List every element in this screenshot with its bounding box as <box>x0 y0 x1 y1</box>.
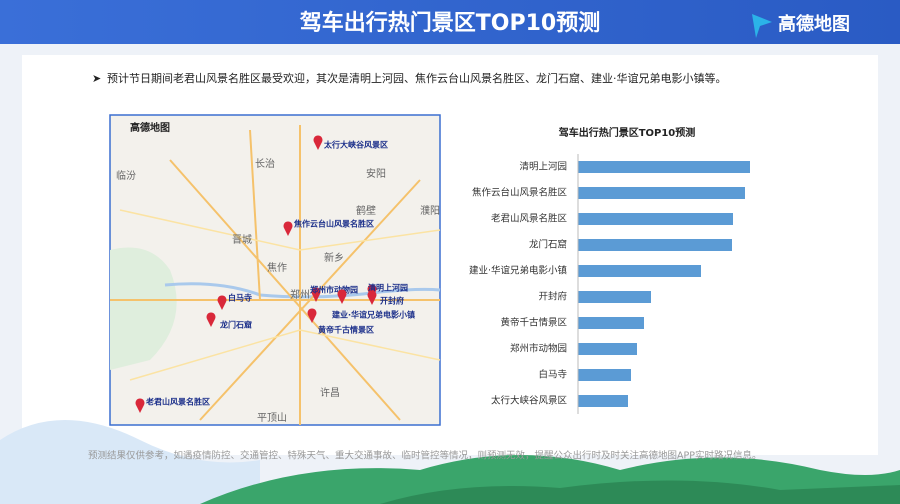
map-pin-label: 老君山风景名胜区 <box>145 397 210 407</box>
map-pin-label: 黄帝千古情景区 <box>318 325 374 335</box>
map-place: 平顶山 <box>257 412 287 424</box>
hill-left <box>0 420 260 504</box>
map-pin <box>311 287 321 302</box>
chart-title: 驾车出行热门景区TOP10预测 <box>558 126 696 139</box>
summary: 预计节日期间老君山风景名胜区最受欢迎，其次是清明上河园、焦作云台山风景名胜区、龙… <box>107 71 727 85</box>
bar <box>578 213 733 225</box>
map-pin-label: 龙门石窟 <box>219 320 252 330</box>
y-tick-label: 建业·华谊兄弟电影小镇 <box>469 265 568 277</box>
map-pin-label: 白马寺 <box>228 293 252 303</box>
map-pin <box>313 135 323 150</box>
map-pin-label: 建业·华谊兄弟电影小镇 <box>331 310 415 320</box>
map-pin-label: 太行大峡谷风景区 <box>323 140 388 150</box>
map-pin <box>337 289 347 304</box>
bar <box>578 395 628 407</box>
map-place: 鹤壁 <box>356 204 376 217</box>
logo-text: 高德地图 <box>778 13 850 35</box>
map: 高德地图 <box>109 114 441 426</box>
y-tick-label: 太行大峡谷风景区 <box>491 395 568 407</box>
map-pin <box>283 221 293 236</box>
hill-green-dark <box>380 480 900 504</box>
y-tick-label: 老君山风景名胜区 <box>491 213 568 225</box>
map-place: 安阳 <box>366 167 386 180</box>
map-roads <box>110 125 440 425</box>
map-place: 郑州 <box>290 288 310 301</box>
map-pin-label: 焦作云台山风景名胜区 <box>293 219 374 229</box>
map-place: 许昌 <box>320 387 340 399</box>
footer: 预测结果仅供参考，如遇疫情防控、交通管控、特殊天气、重大交通事故、临时管控等情况… <box>88 450 761 462</box>
header-bar <box>0 0 900 44</box>
map-pin-label: 开封府 <box>380 296 404 306</box>
map-place: 长治 <box>255 157 275 170</box>
y-tick-label: 开封府 <box>538 291 567 303</box>
y-tick-label: 白马寺 <box>538 369 567 381</box>
y-tick-label: 黄帝千古情景区 <box>500 317 567 329</box>
map-place: 濮阳 <box>420 204 440 217</box>
map-logo: 高德地图 <box>130 121 170 134</box>
bar <box>578 343 637 355</box>
bar <box>578 369 631 381</box>
map-pin <box>206 312 216 327</box>
y-tick-label: 郑州市动物园 <box>510 343 567 355</box>
bar <box>578 317 644 329</box>
map-pin <box>135 398 145 413</box>
bar <box>578 161 750 173</box>
map-place: 临汾 <box>116 169 136 182</box>
map-roads-minor <box>119 209 441 381</box>
map-place: 晋城 <box>232 234 252 246</box>
map-frame <box>109 114 441 426</box>
bar <box>578 187 745 199</box>
map-place: 焦作 <box>267 261 287 274</box>
y-tick-label: 清明上河园 <box>519 161 567 173</box>
map-pin <box>307 308 317 323</box>
map-pin <box>367 290 377 305</box>
map-river <box>164 282 441 299</box>
map-pin-label: 清明上河园 <box>368 283 408 293</box>
bar <box>578 265 701 277</box>
map-place: 新乡 <box>324 251 344 264</box>
map-forest <box>110 247 177 370</box>
y-tick-label: 龙门石窟 <box>529 239 567 251</box>
map-pin <box>217 295 227 310</box>
bar <box>578 239 732 251</box>
logo-icon <box>752 14 772 38</box>
map-pin-label: 郑州市动物园 <box>310 285 358 295</box>
header-title: 驾车出行热门景区TOP10预测 <box>300 10 600 36</box>
bar <box>578 291 651 303</box>
bullet-arrow: ➤ <box>92 72 101 85</box>
y-tick-label: 焦作云台山风景名胜区 <box>472 187 568 199</box>
